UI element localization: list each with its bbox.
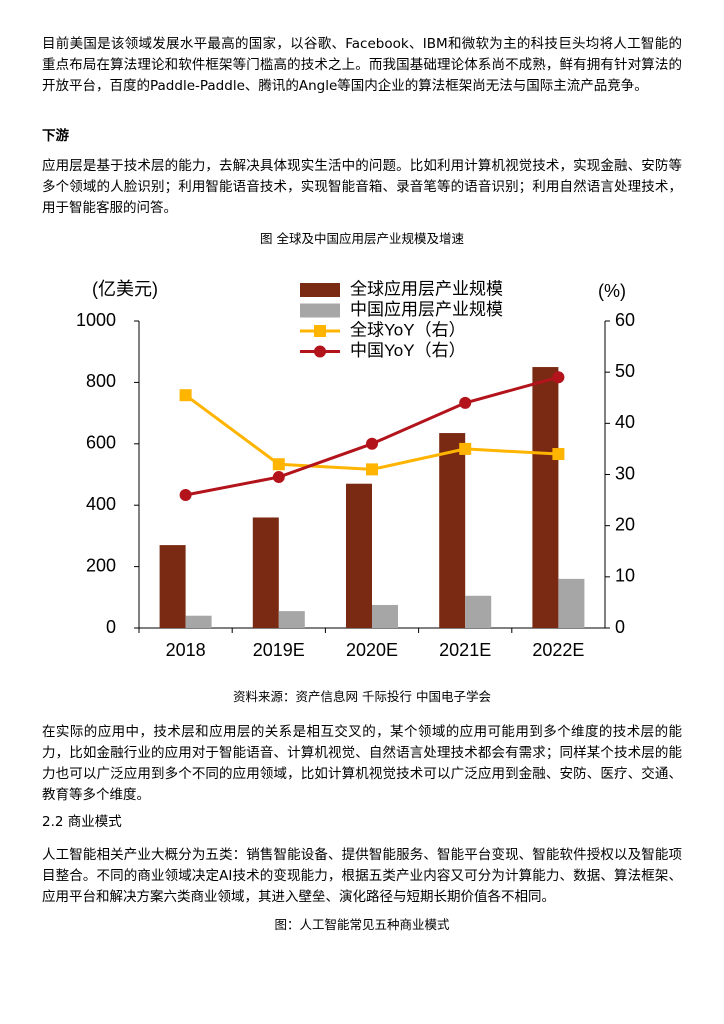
legend-swatch (300, 283, 340, 297)
paragraph: 在实际的应用中，技术层和应用层的关系是相互交叉的，某个领域的应用可能用到多个维度… (42, 724, 682, 803)
y2-tick-label: 40 (615, 412, 635, 432)
y2-tick-label: 20 (615, 514, 635, 534)
paragraph: 应用层是基于技术层的能力，去解决具体现实生活中的问题。比如利用计算机视觉技术，实… (42, 158, 682, 216)
paragraph: 目前美国是该领域发展水平最高的国家，以谷歌、Facebook、IBM和微软为主的… (42, 36, 682, 94)
bar (558, 578, 585, 628)
line-marker (366, 463, 378, 476)
y-tick-label: 0 (106, 617, 116, 637)
paragraph: 人工智能相关产业大概分为五类：销售智能设备、提供智能服务、智能平台变现、智能软件… (42, 847, 682, 905)
y2-tick-label: 0 (615, 617, 625, 637)
legend-label: 中国应用层产业规模 (350, 300, 503, 319)
legend-label: 全球YoY（右） (350, 320, 466, 339)
line-marker (552, 371, 565, 384)
chart: (亿美元) (%) 0 200 400 600 800 1000 0 10 20 30 40 50 60 20… (76, 279, 635, 660)
x-tick-label: 2021E (439, 640, 491, 660)
bar (252, 517, 279, 628)
line-marker (179, 488, 192, 501)
bar (346, 483, 372, 628)
y2-tick-label: 30 (615, 463, 635, 483)
bar (532, 367, 559, 628)
x-tick-label: 2018 (166, 640, 206, 660)
bar (278, 611, 305, 628)
x-tick-label: 2019E (253, 640, 305, 660)
x-tick-label: 2020E (346, 640, 398, 660)
legend-swatch (300, 303, 340, 318)
line-marker (552, 448, 565, 461)
figure-caption: 图：人工智能常见五种商业模式 (274, 917, 450, 932)
y-tick-label: 400 (86, 494, 116, 514)
line-marker (366, 437, 378, 450)
figure-source: 资料来源：资产信息网 千际投行 中国电子学会 (233, 689, 491, 704)
y2-tick-label: 50 (615, 361, 635, 381)
bar (372, 604, 398, 628)
y-axis-label: (亿美元) (92, 279, 158, 299)
line-marker (459, 396, 472, 409)
legend-label: 全球应用层产业规模 (350, 279, 503, 298)
y2-tick-label: 60 (615, 310, 635, 330)
y-tick-label: 200 (86, 555, 116, 575)
bar (159, 545, 186, 628)
line (184, 393, 559, 471)
line-marker (272, 471, 285, 484)
y2-tick-label: 10 (615, 566, 635, 586)
line-marker (179, 389, 192, 402)
legend-swatch (314, 325, 326, 337)
x-tick-label: 2022E (532, 640, 584, 660)
heading: 2.2 商业模式 (42, 814, 122, 830)
bar (439, 433, 466, 628)
bar (185, 615, 212, 628)
legend-swatch (314, 345, 326, 358)
line-marker (272, 458, 285, 471)
y-tick-label: 800 (86, 371, 116, 391)
line-marker (459, 442, 472, 455)
y2-axis-label: (%) (598, 281, 626, 301)
y-tick-label: 1000 (76, 310, 116, 330)
legend-label: 中国YoY（右） (350, 341, 466, 360)
heading: 下游 (42, 128, 69, 144)
figure-caption: 图 全球及中国应用层产业规模及增速 (260, 231, 464, 246)
y-tick-label: 600 (86, 433, 116, 453)
bar (465, 595, 492, 628)
